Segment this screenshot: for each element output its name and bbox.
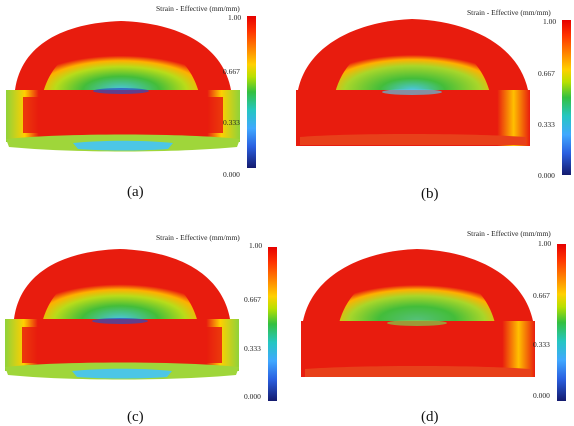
strain-contour-plot [301, 249, 535, 377]
panel-c: Strain - Effective (mm/mm) 1.00 0.667 0.… [0, 213, 287, 426]
colorbar-tick-667: 0.667 [533, 291, 550, 300]
colorbar-tick-667: 0.667 [223, 67, 240, 76]
colorbar-tick-333: 0.333 [223, 118, 240, 127]
panel-caption: (d) [421, 409, 439, 425]
colorbar-tick-min: 0.000 [223, 170, 240, 179]
colorbar-tick-min: 0.000 [244, 392, 261, 401]
panel-caption: (b) [421, 186, 439, 202]
colorbar-title: Strain - Effective (mm/mm) [156, 4, 240, 13]
colorbar [268, 247, 277, 401]
panel-caption: (c) [127, 409, 144, 425]
colorbar-title: Strain - Effective (mm/mm) [467, 8, 551, 17]
panel-a: Strain - Effective (mm/mm) 1.00 0.667 0.… [0, 0, 287, 213]
colorbar-tick-min: 0.000 [533, 391, 550, 400]
colorbar-tick-667: 0.667 [244, 295, 261, 304]
colorbar-tick-333: 0.333 [538, 120, 555, 129]
colorbar-tick-333: 0.333 [244, 344, 261, 353]
colorbar-tick-max: 1.00 [543, 17, 557, 26]
strain-contour-plot [6, 21, 240, 152]
colorbar-tick-333: 0.333 [533, 340, 550, 349]
strain-contour-plot [296, 19, 530, 146]
colorbar [247, 16, 256, 168]
colorbar-title: Strain - Effective (mm/mm) [467, 229, 551, 238]
panel-b: Strain - Effective (mm/mm) 1.00 0.667 0.… [287, 0, 574, 213]
colorbar [562, 20, 571, 175]
panel-d: Strain - Effective (mm/mm) 1.00 0.667 0.… [287, 213, 574, 426]
strain-contour-plot [5, 249, 239, 380]
colorbar [557, 244, 566, 401]
colorbar-tick-667: 0.667 [538, 69, 555, 78]
colorbar-tick-max: 1.00 [249, 241, 263, 250]
colorbar-title: Strain - Effective (mm/mm) [156, 233, 240, 242]
colorbar-tick-max: 1.00 [228, 13, 242, 22]
colorbar-tick-max: 1.00 [538, 239, 552, 248]
panel-caption: (a) [127, 184, 144, 200]
colorbar-tick-min: 0.000 [538, 171, 555, 180]
